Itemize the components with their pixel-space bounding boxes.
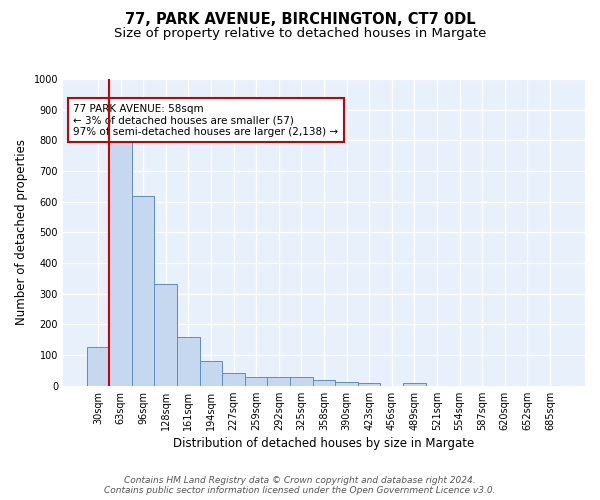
Bar [335,382,358,386]
Bar [403,382,425,386]
X-axis label: Distribution of detached houses by size in Margate: Distribution of detached houses by size … [173,437,475,450]
Bar [313,380,335,386]
Bar [358,382,380,386]
Bar [154,284,177,386]
Text: 77, PARK AVENUE, BIRCHINGTON, CT7 0DL: 77, PARK AVENUE, BIRCHINGTON, CT7 0DL [125,12,475,28]
Bar [86,348,109,386]
Bar [132,196,154,386]
Bar [109,142,132,386]
Bar [245,377,268,386]
Bar [177,336,200,386]
Bar [222,374,245,386]
Text: 77 PARK AVENUE: 58sqm
← 3% of detached houses are smaller (57)
97% of semi-detac: 77 PARK AVENUE: 58sqm ← 3% of detached h… [73,104,338,136]
Text: Contains HM Land Registry data © Crown copyright and database right 2024.
Contai: Contains HM Land Registry data © Crown c… [104,476,496,495]
Bar [290,378,313,386]
Bar [200,360,222,386]
Y-axis label: Number of detached properties: Number of detached properties [15,140,28,326]
Bar [268,378,290,386]
Text: Size of property relative to detached houses in Margate: Size of property relative to detached ho… [114,28,486,40]
